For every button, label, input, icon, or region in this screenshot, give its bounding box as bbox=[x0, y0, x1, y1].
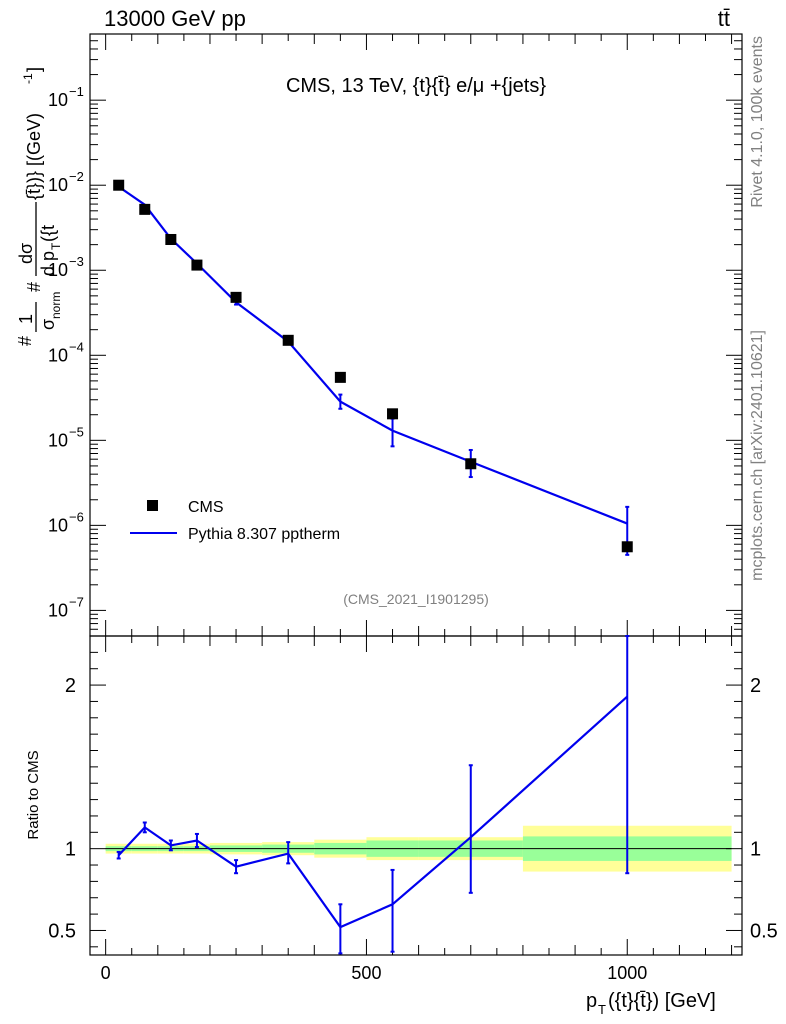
legend: CMS Pythia 8.307 pptherm bbox=[130, 499, 340, 543]
y-tick-label: 10 bbox=[48, 515, 68, 535]
ratio-y-tick-label: 0.5 bbox=[48, 920, 76, 942]
y-tick-label: 10 bbox=[48, 90, 68, 110]
x-tick-label: 0 bbox=[101, 963, 111, 983]
main-frame bbox=[89, 33, 743, 637]
cms-data-point bbox=[387, 408, 399, 420]
y-tick-exponent: −7 bbox=[69, 594, 84, 609]
xlabel-rest: ({t}{t̄}) [GeV] bbox=[608, 990, 716, 1012]
ratio-panel bbox=[89, 635, 743, 956]
ratio-line bbox=[117, 695, 628, 929]
ratio-y-axis: 0.5 0.5 1 1 2 2 bbox=[48, 651, 778, 948]
ylabel-close: ] bbox=[24, 67, 44, 72]
analysis-label: (CMS_2021_I1901295) bbox=[343, 591, 489, 607]
xlabel-sub: T bbox=[598, 1002, 606, 1017]
y-tick-exponent: −2 bbox=[69, 169, 84, 184]
cms-data-point bbox=[230, 291, 242, 303]
main-y-axis: 10−710−610−510−410−310−210−1 bbox=[48, 40, 742, 630]
ratio-frame bbox=[89, 635, 743, 956]
legend-pythia-label: Pythia 8.307 pptherm bbox=[188, 526, 340, 543]
legend-cms-marker bbox=[147, 500, 158, 511]
ratio-y-tick-label-right: 2 bbox=[750, 675, 761, 697]
xlabel-p: p bbox=[586, 990, 597, 1012]
y-tick-label: 10 bbox=[48, 345, 68, 365]
ratio-y-axis-label: Ratio to CMS bbox=[25, 750, 42, 839]
ylabel-sigma: σ bbox=[38, 319, 58, 330]
ylabel-dpt: d p bbox=[38, 251, 58, 276]
pythia-line bbox=[118, 185, 628, 525]
y-tick-exponent: −3 bbox=[69, 254, 84, 269]
y-tick-label: 10 bbox=[48, 430, 68, 450]
ylabel-norm-sub: norm bbox=[49, 292, 63, 319]
ylabel-hash-1: # bbox=[15, 336, 35, 346]
cms-data-point bbox=[165, 233, 177, 245]
ratio-y-tick-label: 1 bbox=[65, 839, 76, 861]
cms-data-point bbox=[282, 334, 294, 346]
ratio-x-axis: 0 500 1000 bbox=[101, 636, 733, 983]
ylabel-pt-arg: ({t bbox=[38, 225, 58, 242]
cms-data-point bbox=[334, 371, 346, 383]
ylabel-one: 1 bbox=[16, 314, 36, 324]
cms-data-point bbox=[621, 541, 633, 553]
cms-data-point bbox=[191, 259, 203, 271]
ylabel-hash-2: # bbox=[24, 282, 44, 292]
chart-title: CMS, 13 TeV, {t}{t̄} e/μ +{jets} bbox=[286, 75, 546, 97]
y-tick-label: 10 bbox=[48, 260, 68, 280]
x-tick-label: 1000 bbox=[607, 963, 647, 983]
ratio-y-tick-label: 2 bbox=[65, 675, 76, 697]
ylabel-pt-sub: T bbox=[49, 242, 63, 250]
cms-data-point bbox=[465, 458, 477, 470]
y-tick-exponent: −5 bbox=[69, 424, 84, 439]
main-y-axis-label: # 1 σ norm # dσ d p T ({t {t̄})} [(GeV) … bbox=[15, 67, 63, 346]
ratio-y-tick-label-right: 0.5 bbox=[750, 920, 778, 942]
cms-data-point bbox=[113, 179, 125, 191]
main-series bbox=[113, 179, 633, 556]
main-x-axis bbox=[105, 34, 733, 636]
cms-data-point bbox=[139, 203, 151, 215]
mcplots-label: mcplots.cern.ch [arXiv:2401.10621] bbox=[749, 330, 766, 581]
rivet-label: Rivet 4.1.0, 100k events bbox=[749, 36, 766, 208]
ylabel-tail: {t̄})} [(GeV) bbox=[24, 113, 44, 200]
x-axis-label: p T ({t}{t̄}) [GeV] bbox=[586, 990, 716, 1017]
energy-label: 13000 GeV pp bbox=[104, 6, 246, 31]
ratio-series bbox=[116, 635, 630, 955]
x-tick-label: 500 bbox=[351, 963, 381, 983]
y-tick-exponent: −1 bbox=[69, 84, 84, 99]
y-tick-label: 10 bbox=[48, 600, 68, 620]
legend-cms-label: CMS bbox=[188, 499, 224, 516]
process-label: tt̄ bbox=[718, 6, 730, 31]
ratio-y-tick-label-right: 1 bbox=[750, 839, 761, 861]
y-tick-label: 10 bbox=[48, 175, 68, 195]
y-tick-exponent: −6 bbox=[69, 509, 84, 524]
ylabel-exp: -1 bbox=[21, 73, 35, 84]
ylabel-dsigma: dσ bbox=[16, 243, 36, 264]
y-tick-exponent: −4 bbox=[69, 339, 84, 354]
main-panel bbox=[89, 33, 743, 637]
